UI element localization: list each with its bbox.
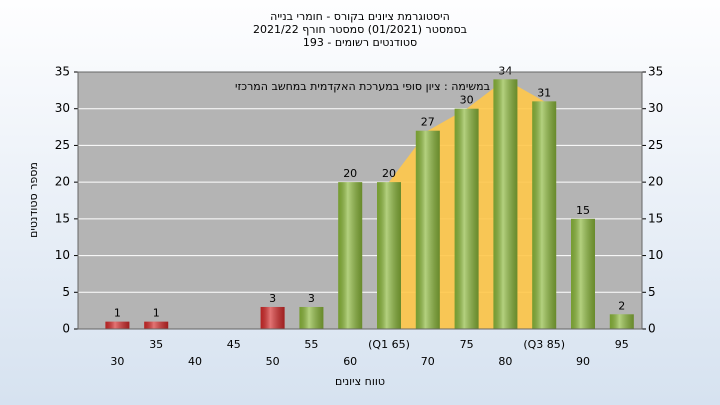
x-tick-label: 35 [149,338,163,351]
value-label: 1 [114,307,121,320]
bar-shine [454,108,479,329]
value-label: 31 [537,86,551,99]
value-label: 20 [343,167,357,180]
value-label: 20 [382,167,396,180]
x-tick-label: 75 [460,338,474,351]
y2-tick-label: 20 [648,175,663,189]
bar-shine [105,321,130,329]
chart-subtitle: סטודנטים רשומים - 193 [303,36,417,49]
value-label: 30 [460,94,474,107]
value-label: 1 [153,307,160,320]
x-tick-label: 55 [304,338,318,351]
x-tick-label: 45 [227,338,241,351]
y-tick-label: 35 [55,65,70,79]
bar-shine [377,182,401,329]
y-tick-label: 10 [55,248,70,262]
y2-tick-label: 10 [648,248,663,262]
bar-shine [299,306,324,329]
x-tick-label: 70 [421,355,435,368]
value-label: 15 [576,204,590,217]
plot-border [77,71,643,330]
x-tick-label: 80 [498,355,512,368]
y-tick-label: 5 [62,285,70,299]
value-label: 3 [308,292,315,305]
bar-shine [260,306,285,329]
x-tick-label: 40 [188,355,202,368]
bar-shine [609,314,634,329]
y2-tick-label: 15 [648,211,663,225]
x-tick-label: 95 [615,338,629,351]
y-tick-label: 25 [55,138,70,152]
x-tick-label: (Q1 65) [368,338,410,351]
y-tick-label: 30 [55,101,70,115]
y2-tick-label: 35 [648,65,663,79]
y-tick-label: 0 [62,322,70,336]
value-label: 34 [498,64,512,77]
x-tick-label: 90 [576,355,590,368]
bar-shine [144,321,169,329]
y2-tick-label: 5 [648,285,656,299]
annotation: במשימה : ציון סופי במערכת האקדמית במחשב … [235,80,490,93]
y2-tick-label: 25 [648,138,663,152]
chart-title: היסטוגרמת ציונים בקורס - חומרי בנייה [270,10,450,23]
bar-shine [493,79,518,329]
bar-shine [532,101,557,329]
y2-tick-label: 30 [648,101,663,115]
y-tick-label: 15 [55,211,70,225]
bar-shine [571,218,595,329]
bar-shine [415,130,440,329]
y-tick-label: 20 [55,175,70,189]
value-label: 27 [421,116,435,129]
x-axis-label: טווח ציונים [335,375,385,388]
x-tick-label: 50 [266,355,280,368]
bar-shine [338,182,363,329]
x-tick-label: 60 [343,355,357,368]
chart-subtitle: בסמסטר (01/2021) סמסטר חורף 2021/22 [253,23,467,36]
value-label: 2 [618,299,625,312]
y2-tick-label: 0 [648,322,656,336]
x-tick-label: (Q3 85) [523,338,565,351]
y-axis-label: מספר סטודנטים [27,162,40,238]
x-tick-label: 30 [110,355,124,368]
value-label: 3 [269,292,276,305]
